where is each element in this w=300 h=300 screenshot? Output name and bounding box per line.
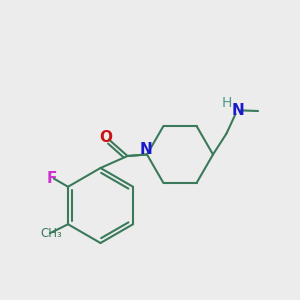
Text: H: H [222,97,232,110]
Text: F: F [47,171,57,186]
Text: N: N [232,103,245,118]
Text: CH₃: CH₃ [40,227,62,240]
Text: N: N [139,142,152,157]
Text: O: O [99,130,112,145]
